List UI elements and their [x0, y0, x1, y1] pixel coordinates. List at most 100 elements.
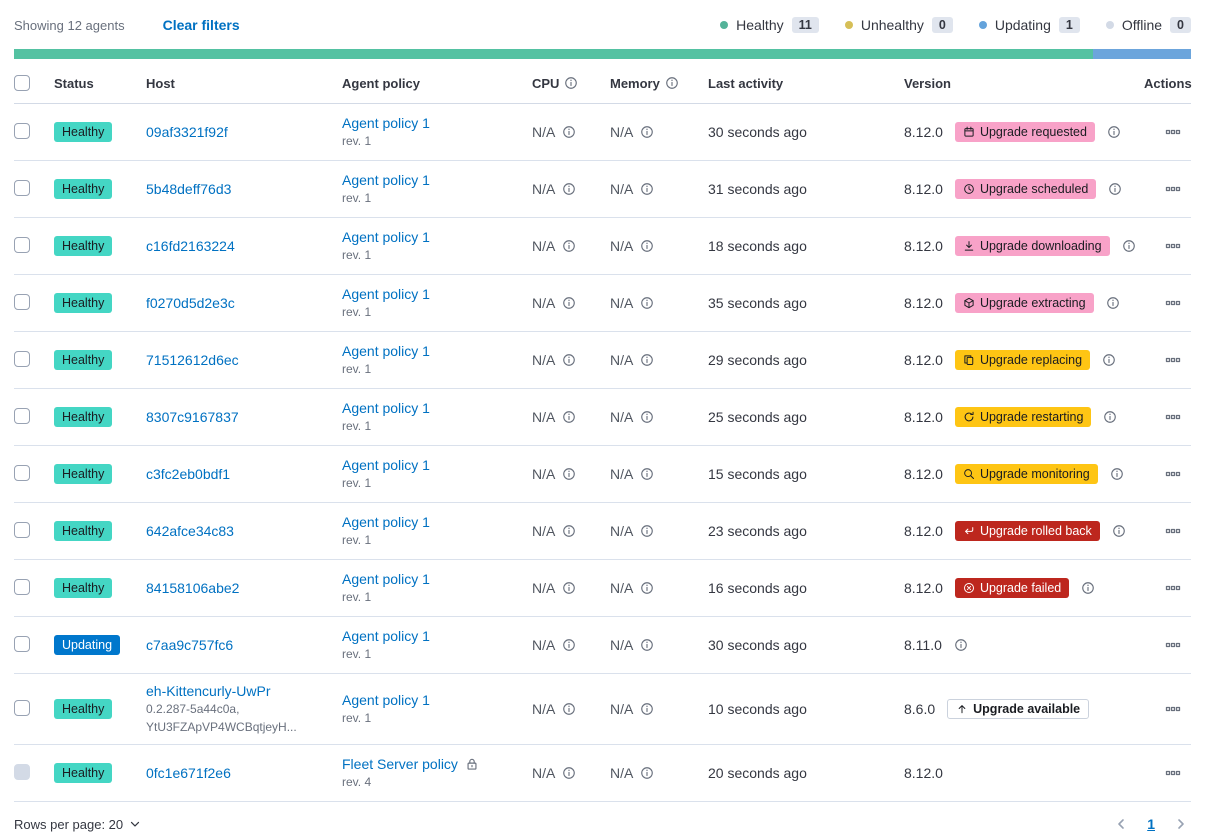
info-icon[interactable] — [640, 296, 654, 310]
host-link[interactable]: c7aa9c757fc6 — [146, 637, 234, 653]
host-link[interactable]: eh-Kittencurly-UwPr — [146, 683, 271, 699]
info-icon[interactable] — [640, 467, 654, 481]
info-icon[interactable] — [562, 638, 576, 652]
pagination-previous-button[interactable] — [1111, 814, 1131, 834]
row-actions-button[interactable] — [1163, 179, 1183, 199]
host-link[interactable]: 71512612d6ec — [146, 352, 239, 368]
agent-policy-link[interactable]: Agent policy 1 — [342, 627, 430, 644]
clear-filters-link[interactable]: Clear filters — [162, 17, 240, 33]
agent-policy-link[interactable]: Agent policy 1 — [342, 171, 430, 188]
info-icon[interactable] — [1107, 125, 1121, 139]
legend-item-healthy[interactable]: Healthy 11 — [720, 17, 819, 33]
row-actions-button[interactable] — [1163, 521, 1183, 541]
info-icon[interactable] — [562, 296, 576, 310]
info-icon[interactable] — [562, 467, 576, 481]
info-icon[interactable] — [640, 410, 654, 424]
agent-policy-link[interactable]: Fleet Server policy — [342, 756, 479, 772]
host-link[interactable]: 642afce34c83 — [146, 523, 234, 539]
row-checkbox[interactable] — [14, 122, 30, 139]
info-icon[interactable] — [640, 125, 654, 139]
column-header-cpu[interactable]: CPU — [532, 76, 610, 91]
info-icon[interactable] — [640, 581, 654, 595]
row-actions-button[interactable] — [1163, 699, 1183, 719]
column-header-agent-policy[interactable]: Agent policy — [342, 75, 421, 91]
info-icon[interactable] — [1102, 353, 1116, 367]
column-header-version[interactable]: Version — [904, 75, 951, 91]
row-actions-button[interactable] — [1163, 578, 1183, 598]
host-link[interactable]: c3fc2eb0bdf1 — [146, 466, 231, 482]
info-icon[interactable] — [640, 702, 654, 716]
row-checkbox[interactable] — [14, 236, 30, 253]
agent-policy-link[interactable]: Agent policy 1 — [342, 513, 430, 530]
info-icon[interactable] — [562, 239, 576, 253]
info-icon[interactable] — [640, 524, 654, 538]
legend-item-unhealthy[interactable]: Unhealthy 0 — [844, 17, 953, 33]
info-icon[interactable] — [1106, 296, 1120, 310]
row-checkbox[interactable] — [14, 578, 30, 595]
info-icon[interactable] — [954, 638, 968, 652]
info-icon[interactable] — [1112, 524, 1126, 538]
info-icon[interactable] — [562, 524, 576, 538]
agent-policy-link[interactable]: Agent policy 1 — [342, 399, 430, 416]
info-icon[interactable] — [562, 182, 576, 196]
info-icon[interactable] — [562, 410, 576, 424]
host-link[interactable]: 8307c9167837 — [146, 409, 239, 425]
host-link[interactable]: 5b48deff76d3 — [146, 181, 232, 197]
row-checkbox[interactable] — [14, 293, 30, 310]
row-checkbox[interactable] — [14, 464, 30, 481]
info-icon[interactable] — [640, 182, 654, 196]
column-header-host[interactable]: Host — [146, 75, 175, 91]
info-icon[interactable] — [562, 766, 576, 780]
row-checkbox[interactable] — [14, 699, 30, 716]
select-all-checkbox[interactable] — [14, 75, 30, 91]
legend-item-offline[interactable]: Offline 0 — [1105, 17, 1191, 33]
info-icon[interactable] — [562, 702, 576, 716]
info-icon[interactable] — [665, 76, 679, 90]
row-actions-button[interactable] — [1163, 122, 1183, 142]
info-icon[interactable] — [640, 766, 654, 780]
info-icon[interactable] — [640, 638, 654, 652]
info-icon[interactable] — [1122, 239, 1136, 253]
row-checkbox[interactable] — [14, 521, 30, 538]
host-link[interactable]: 09af3321f92f — [146, 124, 228, 140]
host-link[interactable]: c16fd2163224 — [146, 238, 235, 254]
column-header-last-activity[interactable]: Last activity — [708, 75, 784, 91]
info-icon[interactable] — [1081, 581, 1095, 595]
row-actions-button[interactable] — [1163, 407, 1183, 427]
info-icon[interactable] — [562, 581, 576, 595]
rows-per-page-button[interactable]: Rows per page: 20 — [14, 817, 142, 832]
row-checkbox[interactable] — [14, 635, 30, 652]
agent-policy-link[interactable]: Agent policy 1 — [342, 228, 430, 245]
row-actions-button[interactable] — [1163, 464, 1183, 484]
column-header-status[interactable]: Status — [54, 75, 94, 91]
pagination-next-button[interactable] — [1171, 814, 1191, 834]
row-checkbox[interactable] — [14, 179, 30, 196]
info-icon[interactable] — [562, 353, 576, 367]
host-link[interactable]: 84158106abe2 — [146, 580, 240, 596]
row-checkbox[interactable] — [14, 350, 30, 367]
row-actions-button[interactable] — [1163, 236, 1183, 256]
agent-policy-link[interactable]: Agent policy 1 — [342, 570, 430, 587]
row-checkbox[interactable] — [14, 407, 30, 424]
row-actions-button[interactable] — [1163, 635, 1183, 655]
host-link[interactable]: f0270d5d2e3c — [146, 295, 235, 311]
info-icon[interactable] — [640, 353, 654, 367]
info-icon[interactable] — [562, 125, 576, 139]
info-icon[interactable] — [1110, 467, 1124, 481]
row-actions-button[interactable] — [1163, 293, 1183, 313]
agent-policy-link[interactable]: Agent policy 1 — [342, 285, 430, 302]
info-icon[interactable] — [564, 76, 578, 90]
info-icon[interactable] — [640, 239, 654, 253]
agent-policy-link[interactable]: Agent policy 1 — [342, 692, 430, 709]
info-icon[interactable] — [1108, 182, 1122, 196]
row-actions-button[interactable] — [1163, 350, 1183, 370]
pagination-page-1[interactable]: 1 — [1147, 816, 1155, 833]
host-link[interactable]: 0fc1e671f2e6 — [146, 765, 231, 782]
info-icon[interactable] — [1103, 410, 1117, 424]
agent-policy-link[interactable]: Agent policy 1 — [342, 456, 430, 473]
column-header-memory[interactable]: Memory — [610, 76, 708, 91]
agent-policy-link[interactable]: Agent policy 1 — [342, 114, 430, 131]
row-actions-button[interactable] — [1163, 763, 1183, 783]
agent-policy-link[interactable]: Agent policy 1 — [342, 342, 430, 359]
legend-item-updating[interactable]: Updating 1 — [978, 17, 1080, 33]
